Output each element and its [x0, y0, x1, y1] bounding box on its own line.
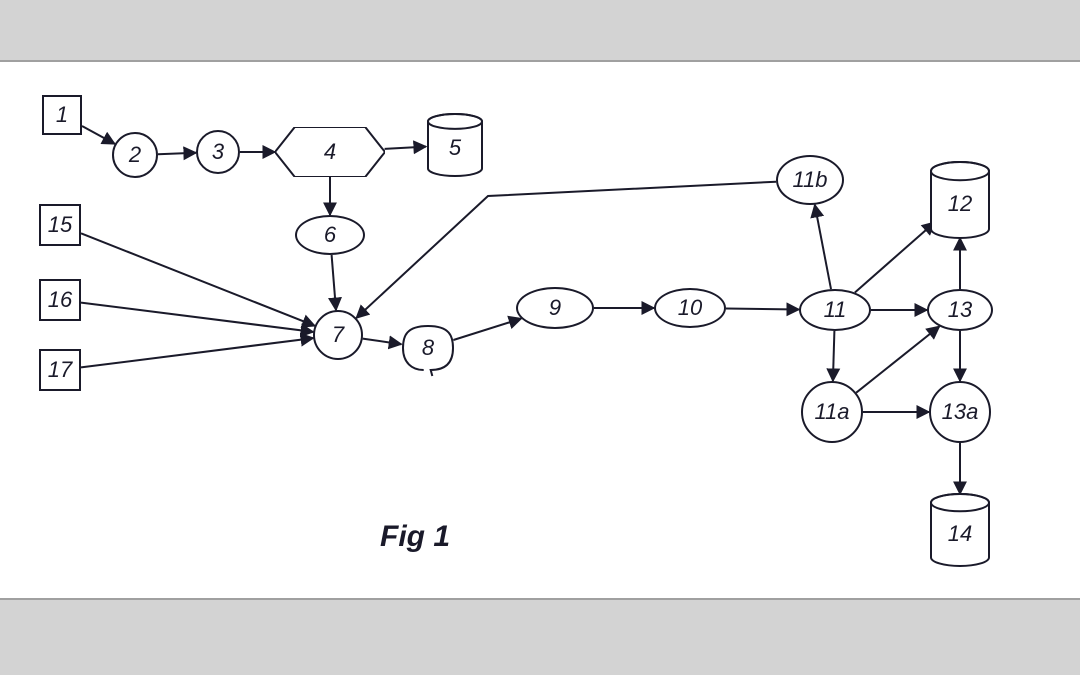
- node-n6: 6: [295, 215, 365, 255]
- edge-n11-n12: [855, 222, 935, 292]
- edge-n4-n5: [385, 147, 426, 149]
- edge-n17-n7: [81, 338, 313, 367]
- node-n12: 12: [929, 162, 991, 238]
- node-label: 7: [332, 322, 344, 348]
- node-n7: 7: [313, 310, 363, 360]
- edge-n15-n7: [81, 233, 315, 325]
- edge-n11-n11a: [833, 331, 835, 381]
- caption-text: Fig 1: [380, 520, 450, 553]
- figure-caption: Fig 1: [380, 520, 450, 554]
- node-n13a: 13a: [929, 381, 991, 443]
- node-label: 1: [56, 102, 68, 128]
- node-label: 13: [948, 297, 972, 323]
- edge-n2-n3: [158, 153, 196, 154]
- node-label: 11: [824, 297, 847, 323]
- edge-n16-n7: [81, 303, 313, 332]
- edge-n8-n9: [453, 319, 521, 340]
- edge-n11-n11b: [815, 205, 831, 289]
- edge-n11a-n13: [856, 326, 939, 392]
- node-label: 5: [449, 135, 461, 161]
- node-n11: 11: [799, 289, 871, 331]
- node-label: 10: [678, 295, 702, 321]
- node-label: 6: [324, 222, 336, 248]
- node-label: 16: [48, 287, 72, 313]
- node-n16: 16: [39, 279, 81, 321]
- edge-layer: [0, 0, 1080, 675]
- node-label: 2: [129, 142, 141, 168]
- node-label: 17: [48, 357, 72, 383]
- edge-n6-n7: [332, 255, 336, 310]
- node-n3: 3: [196, 130, 240, 174]
- node-n11b: 11b: [776, 155, 844, 205]
- node-label: 15: [48, 212, 72, 238]
- node-n1: 1: [42, 95, 82, 135]
- node-label: 8: [422, 335, 434, 361]
- node-n5: 5: [426, 114, 484, 176]
- node-n14: 14: [929, 494, 991, 566]
- node-label: 14: [948, 521, 972, 547]
- node-n13: 13: [927, 289, 993, 331]
- node-n10: 10: [654, 288, 726, 328]
- node-n4: 4: [275, 127, 385, 177]
- edge-n7-n8: [363, 339, 402, 345]
- node-n17: 17: [39, 349, 81, 391]
- node-n9: 9: [516, 287, 594, 329]
- node-n2: 2: [112, 132, 158, 178]
- node-label: 3: [212, 139, 224, 165]
- node-label: 11a: [814, 399, 849, 425]
- edge-n1-n2: [82, 126, 115, 144]
- node-label: 12: [948, 191, 972, 217]
- node-n15: 15: [39, 204, 81, 246]
- node-label: 13a: [942, 399, 979, 425]
- node-n8: 8: [401, 324, 455, 372]
- node-label: 4: [324, 139, 336, 165]
- edge-n10-n11: [726, 309, 799, 310]
- node-label: 9: [549, 295, 561, 321]
- node-n11a: 11a: [801, 381, 863, 443]
- node-label: 11b: [792, 167, 827, 193]
